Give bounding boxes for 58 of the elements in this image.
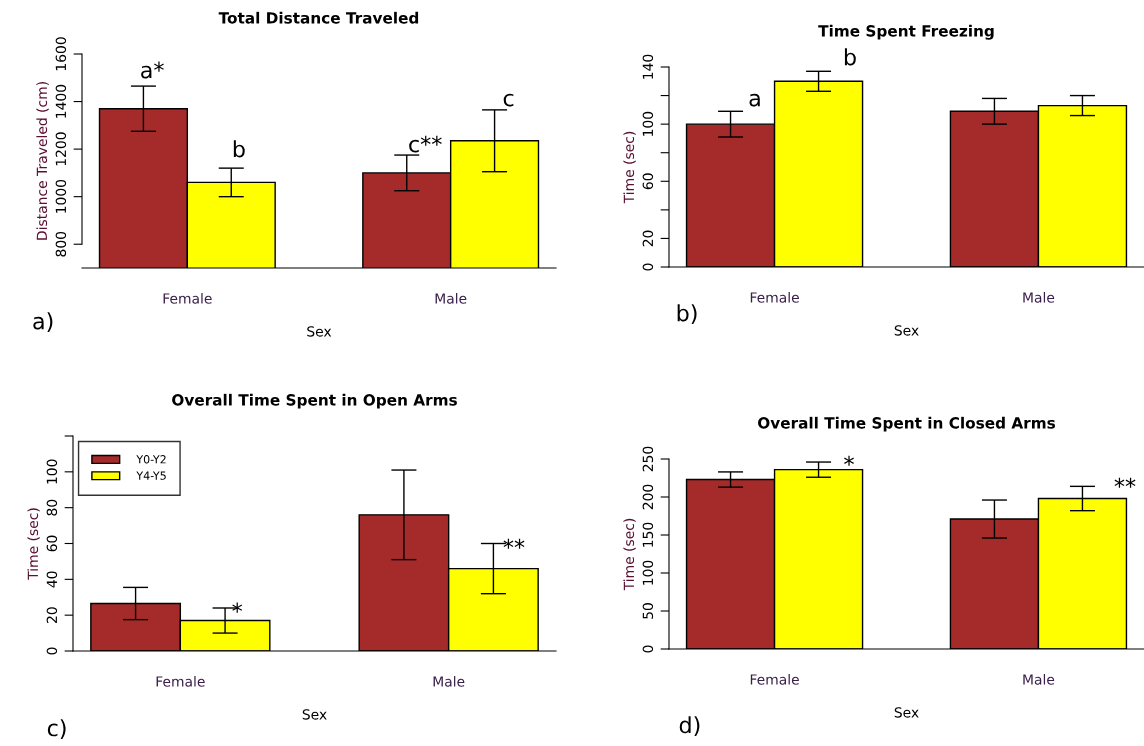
- y-tick-label: 250: [642, 446, 654, 472]
- text: a): [33, 312, 53, 333]
- y-axis-title: Time (sec): [623, 518, 636, 591]
- annotation: b: [233, 140, 245, 158]
- y-tick-label: 0: [642, 645, 654, 653]
- y-tick-label: 1400: [55, 84, 67, 118]
- x-tick-label: Male: [1023, 674, 1055, 685]
- chart-title: Overall Time Spent in Open Arms: [172, 393, 457, 409]
- annotation: **: [1114, 477, 1136, 488]
- x-tick-label: Female: [163, 293, 212, 304]
- x-axis-title: Sex: [307, 326, 332, 337]
- legend-label: Y0-Y2: [136, 455, 166, 464]
- y-tick-label: 150: [642, 522, 654, 547]
- y-tick-label: 0: [642, 263, 654, 271]
- x-axis-title: Sex: [302, 709, 327, 720]
- y-tick-label: 60: [46, 535, 58, 552]
- x-tick-label: Male: [435, 293, 467, 304]
- y-tick-label: 800: [55, 231, 67, 257]
- y-tick-label: 40: [46, 571, 58, 588]
- y-tick-label: 80: [46, 499, 58, 516]
- y-tick-label: 100: [46, 459, 58, 484]
- chart-title: Overall Time Spent in Closed Arms: [758, 416, 1056, 432]
- x-tick-label: Male: [433, 676, 465, 687]
- text: b: [844, 48, 856, 66]
- y-tick-label: 0: [46, 647, 58, 655]
- y-tick-label: 100: [642, 111, 654, 136]
- y-axis-title: Time (sec): [623, 131, 636, 204]
- y-tick-label: 1200: [55, 132, 67, 166]
- y-tick-label: 1600: [55, 37, 67, 71]
- annotation: c**: [409, 135, 442, 153]
- chart-title: Time Spent Freezing: [818, 24, 994, 40]
- x-tick-label: Female: [156, 676, 205, 687]
- annotation: *: [232, 602, 243, 613]
- legend-label: Y4-Y5: [136, 471, 166, 480]
- y-tick-label: 140: [642, 54, 654, 79]
- x-tick-label: Female: [750, 292, 799, 303]
- y-tick-label: 60: [642, 173, 654, 190]
- y-tick-label: 100: [642, 560, 654, 585]
- x-axis-title: Sex: [894, 707, 919, 718]
- annotation: a*: [141, 61, 164, 79]
- y-tick-label: 200: [642, 484, 654, 510]
- annotation: a: [749, 93, 760, 107]
- x-tick-label: Female: [750, 674, 799, 685]
- chart-title: Total Distance Traveled: [218, 11, 419, 24]
- x-tick-label: Male: [1023, 292, 1055, 303]
- annotation: **: [503, 538, 525, 549]
- y-tick-label: 50: [642, 603, 654, 619]
- y-axis-title: Time (sec): [27, 508, 40, 580]
- y-tick-label: 20: [46, 607, 58, 623]
- text: b): [677, 304, 697, 325]
- annotation: *: [844, 455, 854, 466]
- text: c): [47, 719, 66, 739]
- y-axis-title: Distance Traveled (cm): [36, 82, 49, 240]
- y-tick-label: 1000: [55, 179, 67, 213]
- x-axis-title: Sex: [894, 325, 919, 336]
- text: d): [679, 716, 700, 736]
- y-tick-label: 20: [642, 230, 654, 247]
- annotation: c: [503, 93, 514, 107]
